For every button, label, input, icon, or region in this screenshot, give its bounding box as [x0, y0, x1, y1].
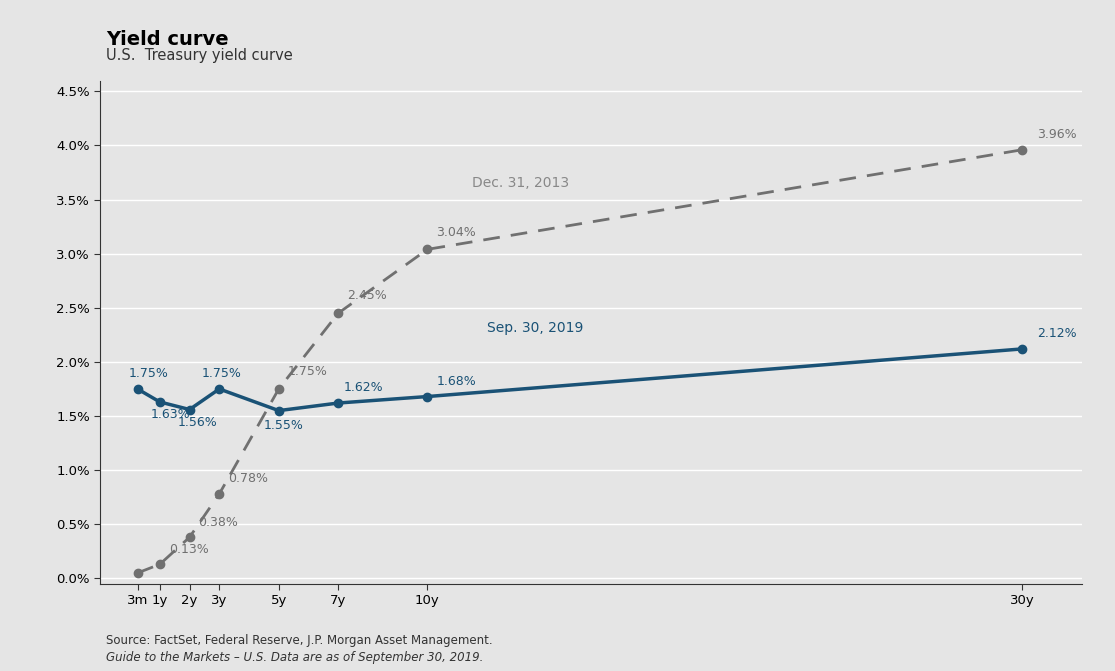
Text: 1.75%: 1.75%: [202, 367, 241, 380]
Text: Yield curve: Yield curve: [106, 30, 229, 49]
Text: Source: FactSet, Federal Reserve, J.P. Morgan Asset Management.: Source: FactSet, Federal Reserve, J.P. M…: [106, 634, 493, 647]
Text: 3.96%: 3.96%: [1037, 128, 1077, 141]
Text: Dec. 31, 2013: Dec. 31, 2013: [472, 176, 569, 190]
Text: 1.75%: 1.75%: [288, 365, 328, 378]
Text: U.S.  Treasury yield curve: U.S. Treasury yield curve: [106, 48, 292, 63]
Text: 1.56%: 1.56%: [177, 416, 217, 429]
Text: 0.78%: 0.78%: [229, 472, 269, 485]
Text: 1.68%: 1.68%: [436, 375, 476, 388]
Text: 1.63%: 1.63%: [151, 409, 191, 421]
Text: 2.12%: 2.12%: [1037, 327, 1077, 340]
Text: 3.04%: 3.04%: [436, 225, 476, 238]
Text: 1.75%: 1.75%: [128, 367, 168, 380]
Text: Guide to the Markets – U.S. Data are as of September 30, 2019.: Guide to the Markets – U.S. Data are as …: [106, 651, 483, 664]
Text: 0.38%: 0.38%: [198, 515, 239, 529]
Text: Sep. 30, 2019: Sep. 30, 2019: [487, 321, 583, 335]
Text: 1.55%: 1.55%: [264, 419, 303, 432]
Text: 2.45%: 2.45%: [347, 289, 387, 303]
Text: 0.13%: 0.13%: [168, 543, 209, 556]
Text: 1.62%: 1.62%: [345, 381, 384, 395]
